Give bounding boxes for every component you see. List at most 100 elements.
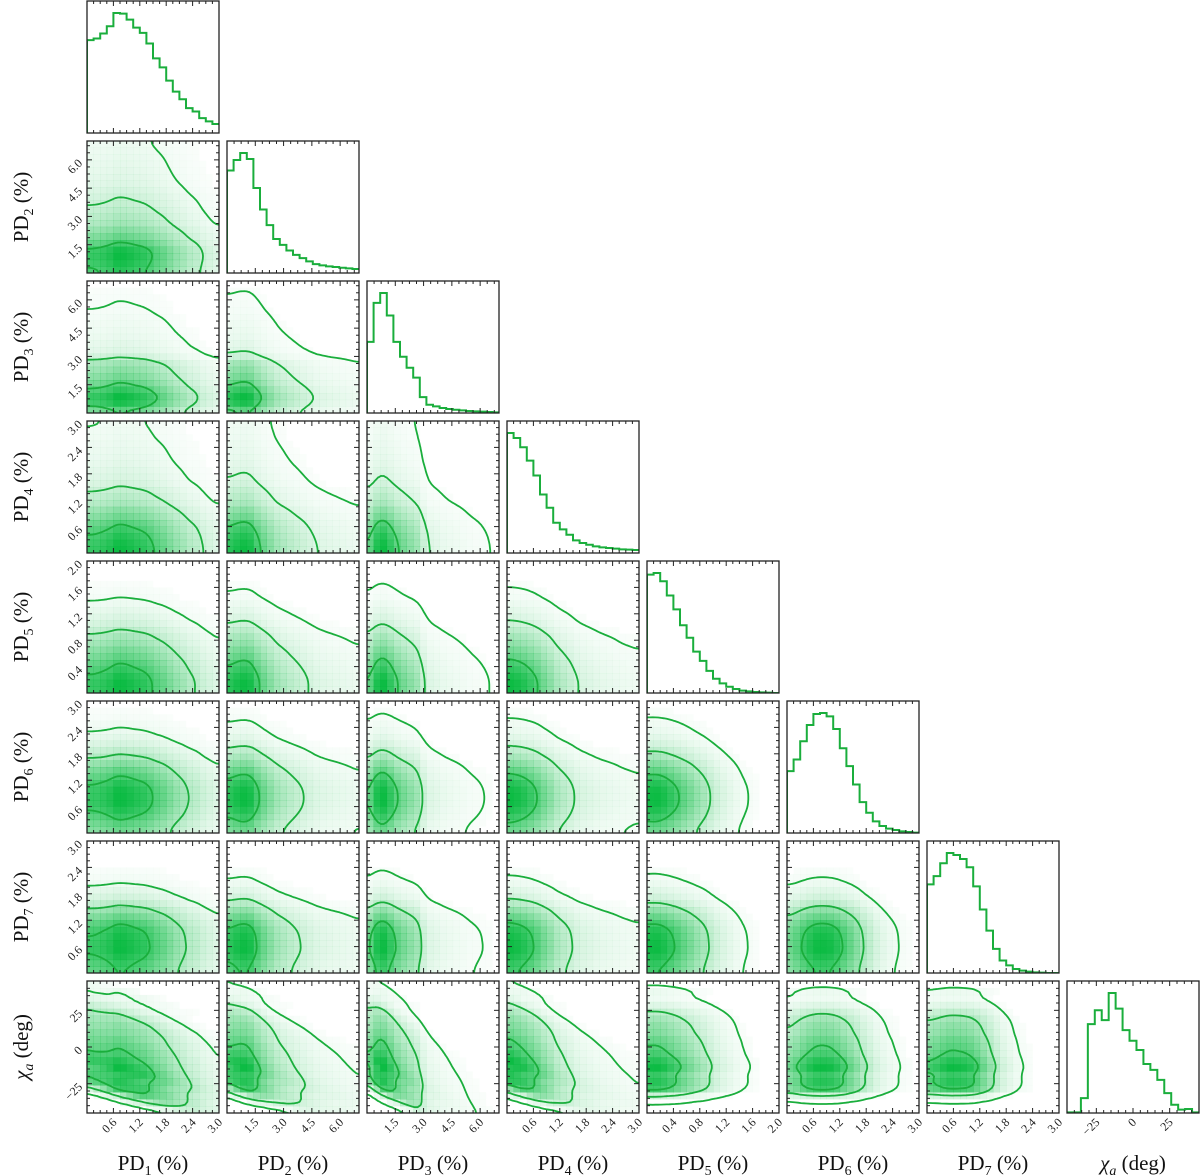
density-cell <box>199 800 207 807</box>
density-cell <box>153 434 160 442</box>
density-cell <box>227 520 234 527</box>
density-cell <box>106 487 114 494</box>
density-cell <box>87 627 94 634</box>
density-cell <box>146 233 154 241</box>
density-cell <box>233 421 241 428</box>
density-cell <box>100 226 108 234</box>
density-cell <box>380 594 388 601</box>
density-cell <box>306 773 314 781</box>
density-cell <box>172 613 180 621</box>
density-cell <box>186 193 193 201</box>
density-cell <box>172 826 180 833</box>
density-cell <box>120 653 127 661</box>
density-cell <box>205 240 213 247</box>
density-cell <box>93 607 101 615</box>
density-cell <box>87 447 94 455</box>
density-cell <box>87 646 94 654</box>
density-cell <box>193 447 200 454</box>
density-cell <box>520 600 528 608</box>
density-cell <box>166 160 174 168</box>
density-cell <box>386 539 394 547</box>
density-cell <box>87 500 94 508</box>
density-cell <box>113 714 120 721</box>
density-cell <box>326 813 333 821</box>
density-cell <box>559 620 567 628</box>
density-cell <box>419 646 427 654</box>
density-cell <box>179 653 187 661</box>
density-cell <box>273 767 281 774</box>
density-cell <box>113 406 121 413</box>
density-cell <box>106 720 114 728</box>
density-cell <box>179 513 187 521</box>
density-cell <box>380 666 388 674</box>
density-cell <box>100 454 108 461</box>
density-cell <box>293 819 300 827</box>
density-cell <box>326 666 333 674</box>
density-cell <box>286 340 293 347</box>
density-cell <box>205 800 213 807</box>
density-cell <box>139 734 147 741</box>
density-cell <box>286 447 293 454</box>
density-cell <box>234 294 241 301</box>
density-cell <box>192 246 200 254</box>
density-cell <box>473 686 480 693</box>
density-cell <box>419 500 427 508</box>
density-cell <box>192 226 200 234</box>
density-cell <box>93 773 101 781</box>
density-cell <box>139 454 147 461</box>
density-cell <box>113 174 121 181</box>
density-cell <box>253 740 261 748</box>
density-cell <box>373 793 381 801</box>
density-cell <box>380 447 388 455</box>
density-cell <box>153 226 160 234</box>
density-cell <box>367 447 374 455</box>
density-cell <box>113 533 121 541</box>
density-cell <box>186 653 193 661</box>
density-cell <box>186 513 193 521</box>
density-cell <box>133 240 141 247</box>
density-cell <box>393 546 401 553</box>
density-cell <box>100 581 107 588</box>
density-cell <box>374 587 381 594</box>
density-cell <box>373 440 381 448</box>
density-cell <box>172 493 180 501</box>
density-cell <box>106 427 114 435</box>
density-cell <box>260 727 267 735</box>
density-cell <box>133 660 141 667</box>
density-cell <box>352 806 359 814</box>
density-cell <box>186 727 193 734</box>
density-cell <box>253 520 261 527</box>
density-cell <box>253 399 261 407</box>
density-cell <box>159 240 167 247</box>
density-cell <box>306 679 314 687</box>
density-cell <box>433 506 440 514</box>
contour-line-2sigma <box>367 475 431 553</box>
density-cell <box>306 533 314 541</box>
density-cell <box>592 686 600 693</box>
density-cell <box>240 526 248 534</box>
density-cell <box>146 813 154 821</box>
density-cell <box>260 793 267 801</box>
density-cell <box>87 187 94 195</box>
density-cell <box>367 679 374 687</box>
density-cell <box>227 373 234 381</box>
density-cell <box>139 373 147 381</box>
density-cell <box>93 747 101 755</box>
density-cell <box>139 147 147 155</box>
density-cell <box>513 600 521 608</box>
density-cell <box>266 393 274 401</box>
density-cell <box>233 826 241 833</box>
density-cell <box>380 613 388 621</box>
density-cell <box>113 613 121 621</box>
density-cell <box>479 533 486 540</box>
density-cell <box>133 487 141 494</box>
density-cell <box>227 600 234 608</box>
density-cell <box>367 500 374 508</box>
density-cell <box>192 640 200 648</box>
density-cell <box>106 760 114 768</box>
density-cell <box>293 813 300 821</box>
density-cell <box>106 233 114 241</box>
density-cell <box>100 819 108 827</box>
density-cell <box>286 673 294 681</box>
density-cell <box>400 421 407 428</box>
